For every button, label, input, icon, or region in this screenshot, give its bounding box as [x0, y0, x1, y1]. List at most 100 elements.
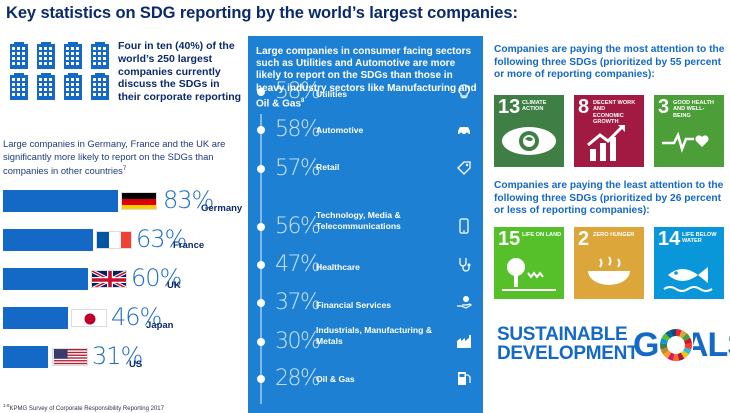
price-tag-icon — [457, 161, 471, 175]
building-icon — [62, 42, 84, 69]
sector-percent: 57% — [275, 156, 321, 181]
uk-flag — [91, 270, 127, 288]
sector-row: 57% Retail — [248, 156, 483, 186]
sector-name: Automotive — [316, 125, 364, 135]
country-name: UK — [167, 280, 181, 291]
sdg-number: 15 — [498, 228, 521, 250]
food-bowl-icon — [588, 256, 630, 285]
sdg-number: 3 — [658, 96, 670, 118]
country-bar — [3, 346, 48, 368]
tree-icon — [502, 258, 556, 291]
sector-name: Industrials, Manufacturing & Metals — [316, 325, 433, 346]
sector-row: 58% Utilities — [248, 79, 483, 109]
country-row-japan: 46% Japan — [3, 303, 243, 331]
timeline-dot — [257, 126, 265, 134]
sdg-goal-3: 3 GOOD HEALTH AND WELL-BEING — [654, 95, 724, 167]
source-text: KPMG Survey of Corporate Responsibility … — [9, 406, 164, 412]
lightbulb-icon — [458, 84, 470, 99]
country-percent: 60% — [131, 264, 182, 292]
eye-globe-icon — [502, 127, 556, 155]
intro-statistic: Four in ten (40%) of the world’s 250 lar… — [118, 40, 242, 104]
sector-row: 47% Healthcare — [248, 252, 483, 282]
timeline-dot — [257, 223, 265, 231]
timeline-dot — [257, 165, 265, 173]
most-attention-heading: Companies are paying the most attention … — [494, 44, 725, 81]
sdg-label: DECENT WORK AND ECONOMIC GROWTH — [593, 100, 636, 126]
sdg-number: 13 — [498, 96, 521, 118]
country-name: US — [129, 359, 143, 370]
stethoscope-icon — [459, 258, 471, 272]
sdg-number: 2 — [578, 228, 590, 250]
sector-name: Technology, Media & Telecommunications — [316, 210, 401, 231]
sector-name: Financial Services — [316, 300, 391, 310]
sdg-goal-8: 8 DECENT WORK AND ECONOMIC GROWTH — [574, 95, 644, 167]
timeline-line — [260, 114, 262, 404]
sector-percent: 47% — [275, 252, 321, 277]
sector-percent: 58% — [275, 117, 321, 142]
sector-panel: Large companies in consumer facing secto… — [248, 36, 483, 413]
country-name: France — [173, 240, 205, 251]
country-row-germany: 83% Germany — [3, 186, 243, 214]
source-footnote: 1-8KPMG Survey of Corporate Responsibili… — [3, 403, 164, 412]
japan-flag — [71, 309, 107, 327]
footnote-ref: 7 — [122, 166, 127, 172]
timeline-dot — [257, 338, 265, 346]
footnote-ref: 8 — [301, 97, 305, 104]
timeline-dot — [257, 299, 265, 307]
timeline-dot — [257, 375, 265, 383]
sector-percent: 28% — [275, 366, 321, 391]
country-description: Large companies in Germany, France and t… — [3, 138, 243, 178]
sector-name: Utilities — [316, 89, 348, 99]
timeline-dot — [257, 88, 265, 96]
country-row-us: 31% US — [3, 342, 243, 370]
sdg-label: GOOD HEALTH AND WELL-BEING — [673, 100, 714, 119]
buildings-graphic — [8, 42, 112, 100]
country-bar — [3, 268, 88, 290]
sector-row: 37% Financial Services — [248, 290, 483, 320]
sdg-logo-line2: DEVELOPMENT — [497, 343, 639, 364]
sdg-goal-15: 15 LIFE ON LAND — [494, 227, 564, 299]
sdg-label: LIFE ON LAND — [522, 232, 562, 238]
sector-name: Healthcare — [316, 262, 360, 272]
sdg-goal-14: 14 LIFE BELOW WATER — [654, 227, 724, 299]
sector-row: 56% Technology, Media & Telecommunicatio… — [248, 210, 483, 244]
factory-icon — [457, 335, 471, 348]
country-percent: 83% — [163, 186, 214, 214]
germany-flag — [121, 192, 157, 210]
sector-panel-heading: Large companies in consumer facing secto… — [256, 46, 478, 110]
sector-row: 28% Oil & Gas — [248, 366, 483, 396]
sector-row: 30% Industrials, Manufacturing & Metals — [248, 325, 483, 359]
country-name: Japan — [146, 320, 174, 331]
sdg-goal-13: 13 CLIMATE ACTION — [494, 95, 564, 167]
timeline-dot — [257, 261, 265, 269]
country-bar — [3, 307, 68, 329]
country-row-uk: 60% UK — [3, 264, 243, 292]
sdg-goal-2: 2 ZERO HUNGER — [574, 227, 644, 299]
building-icon — [89, 73, 111, 100]
sdg-wheel-icon — [659, 328, 693, 362]
sector-row: 58% Automotive — [248, 117, 483, 147]
car-icon — [458, 127, 470, 136]
country-name: Germany — [201, 203, 243, 214]
least-attention-heading: Companies are paying the least attention… — [494, 180, 724, 217]
country-row-france: 63% France — [3, 225, 243, 253]
france-flag — [96, 231, 132, 249]
source-footnote-ref: 1-8 — [3, 403, 10, 408]
country-percent: 46% — [111, 303, 162, 331]
sdg-number: 14 — [658, 228, 681, 250]
country-bar — [3, 190, 118, 212]
building-icon — [62, 73, 84, 100]
page-title: Key statistics on SDG reporting by the w… — [6, 4, 518, 22]
building-icon — [89, 42, 111, 69]
country-bar — [3, 229, 93, 251]
building-icon — [8, 73, 30, 100]
sector-percent: 30% — [275, 329, 321, 354]
country-percent: 63% — [136, 225, 187, 253]
sdg-label: CLIMATE ACTION — [522, 100, 547, 113]
sdg-label: ZERO HUNGER — [593, 232, 635, 238]
sector-percent: 56% — [275, 214, 321, 239]
sector-heading-text: Large companies in consumer facing secto… — [256, 46, 477, 110]
fuel-pump-icon — [458, 372, 471, 385]
country-description-text: Large companies in Germany, France and t… — [3, 138, 226, 177]
sector-name: Oil & Gas — [316, 374, 355, 384]
